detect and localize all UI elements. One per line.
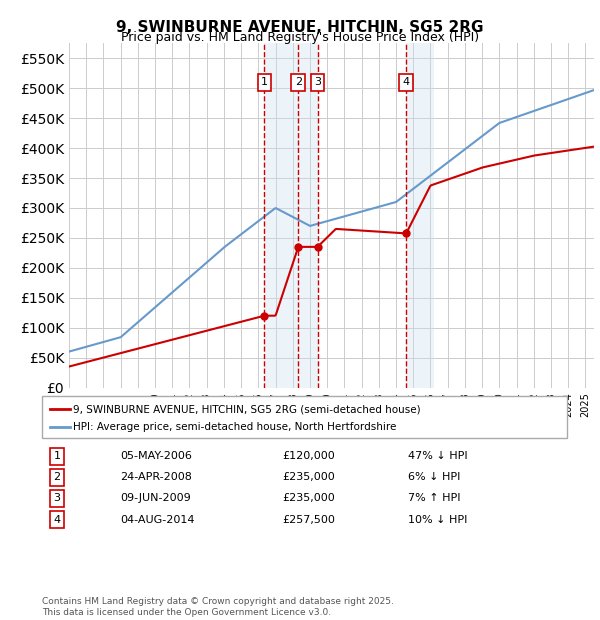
Text: 4: 4 xyxy=(53,515,61,525)
Text: 09-JUN-2009: 09-JUN-2009 xyxy=(120,494,191,503)
Text: 3: 3 xyxy=(314,78,321,87)
Text: Price paid vs. HM Land Registry's House Price Index (HPI): Price paid vs. HM Land Registry's House … xyxy=(121,31,479,44)
Text: 10% ↓ HPI: 10% ↓ HPI xyxy=(408,515,467,525)
Text: HPI: Average price, semi-detached house, North Hertfordshire: HPI: Average price, semi-detached house,… xyxy=(73,422,397,432)
Text: £257,500: £257,500 xyxy=(282,515,335,525)
Text: Contains HM Land Registry data © Crown copyright and database right 2025.
This d: Contains HM Land Registry data © Crown c… xyxy=(42,598,394,617)
Text: 2: 2 xyxy=(53,472,61,482)
Bar xyxy=(265,43,317,388)
Text: 1: 1 xyxy=(53,451,61,461)
Text: 1: 1 xyxy=(261,78,268,87)
Text: £235,000: £235,000 xyxy=(282,472,335,482)
Text: 2: 2 xyxy=(295,78,302,87)
Text: 6% ↓ HPI: 6% ↓ HPI xyxy=(408,472,460,482)
Text: 24-APR-2008: 24-APR-2008 xyxy=(120,472,192,482)
Text: 9, SWINBURNE AVENUE, HITCHIN, SG5 2RG (semi-detached house): 9, SWINBURNE AVENUE, HITCHIN, SG5 2RG (s… xyxy=(73,404,421,414)
Text: 47% ↓ HPI: 47% ↓ HPI xyxy=(408,451,467,461)
Text: 04-AUG-2014: 04-AUG-2014 xyxy=(120,515,194,525)
Text: 9, SWINBURNE AVENUE, HITCHIN, SG5 2RG: 9, SWINBURNE AVENUE, HITCHIN, SG5 2RG xyxy=(116,20,484,35)
Text: 05-MAY-2006: 05-MAY-2006 xyxy=(120,451,192,461)
Text: £120,000: £120,000 xyxy=(282,451,335,461)
Text: 4: 4 xyxy=(403,78,410,87)
Text: 7% ↑ HPI: 7% ↑ HPI xyxy=(408,494,461,503)
Bar xyxy=(406,43,434,388)
Text: £235,000: £235,000 xyxy=(282,494,335,503)
Text: 3: 3 xyxy=(53,494,61,503)
